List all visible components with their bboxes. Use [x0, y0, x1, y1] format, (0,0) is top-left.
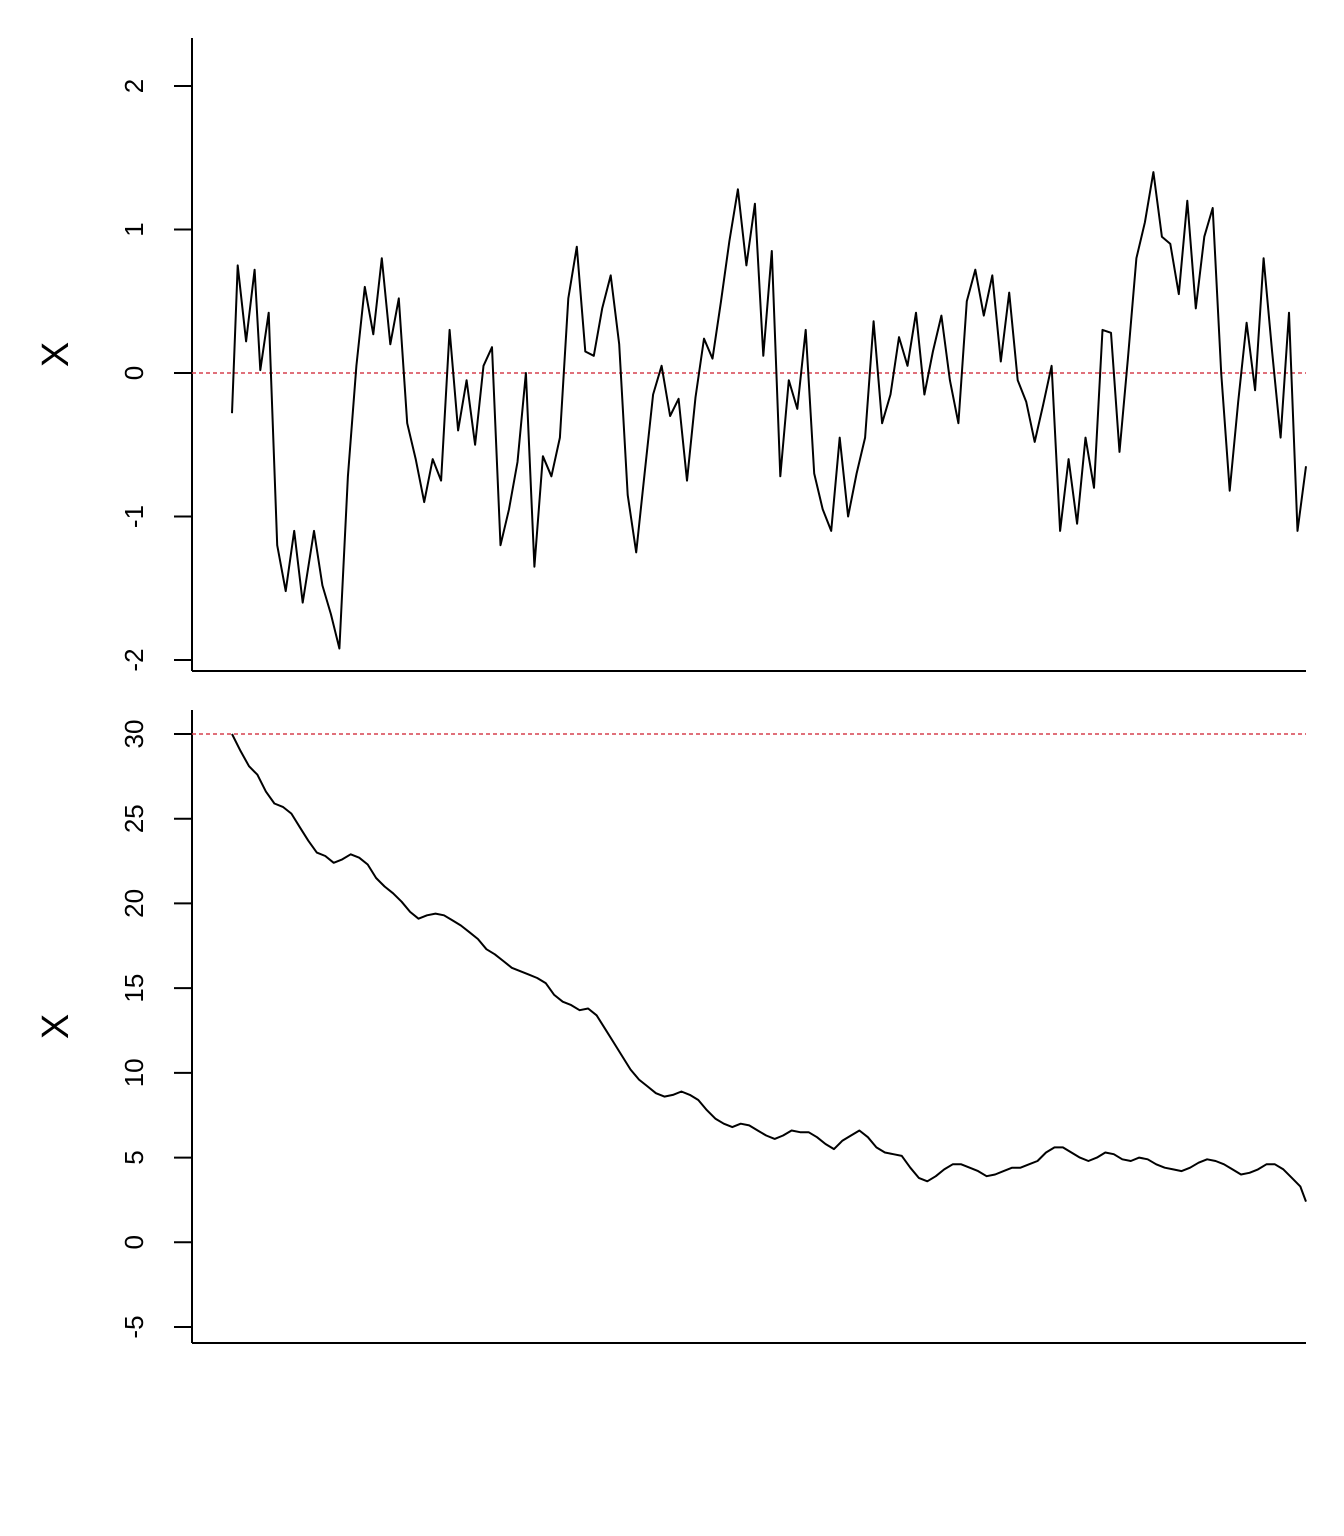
- y-axis-label: X: [35, 342, 77, 367]
- y-tick-label: -1: [119, 505, 149, 528]
- y-tick-label: 15: [119, 974, 149, 1003]
- chart-top: -2 -1 0 1 2 X: [35, 38, 1307, 672]
- y-tick-label: 1: [119, 222, 149, 236]
- y-tick-label: -2: [119, 648, 149, 671]
- series-line: [231, 733, 1307, 1202]
- y-tick-label: 30: [119, 720, 149, 749]
- y-tick-label: 2: [119, 79, 149, 93]
- y-tick-label: 10: [119, 1058, 149, 1087]
- chart-bottom: -5 0 5 10 15 20 25 30 X: [35, 710, 1307, 1344]
- y-tick-label: 0: [119, 366, 149, 380]
- series-line: [231, 171, 1307, 650]
- y-tick-label: 5: [119, 1150, 149, 1164]
- y-tick-label: 20: [119, 889, 149, 918]
- y-tick-label: 25: [119, 804, 149, 833]
- y-tick-label: -5: [119, 1315, 149, 1338]
- y-axis-label: X: [35, 1014, 77, 1039]
- y-tick-label: 0: [119, 1235, 149, 1249]
